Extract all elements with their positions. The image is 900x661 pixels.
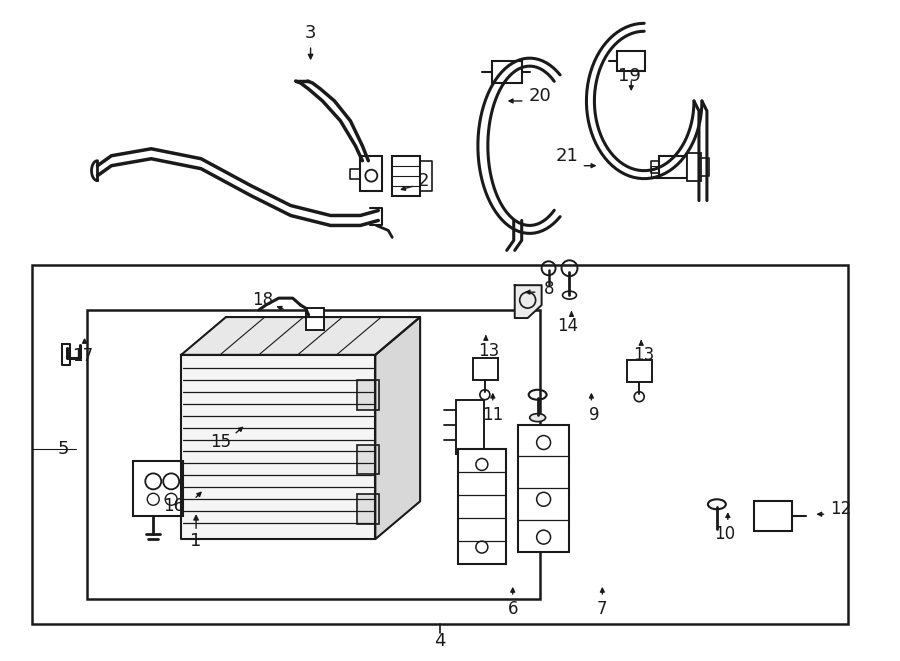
Bar <box>456 400 484 455</box>
Text: 5: 5 <box>58 440 69 459</box>
Text: 12: 12 <box>830 500 851 518</box>
Text: 13: 13 <box>478 342 500 360</box>
Text: 19: 19 <box>617 67 641 85</box>
Bar <box>357 380 379 410</box>
Bar <box>32 265 849 624</box>
Bar <box>133 461 183 516</box>
Bar <box>687 153 701 180</box>
Bar <box>86 310 540 599</box>
Text: 15: 15 <box>211 432 231 451</box>
Bar <box>659 156 687 178</box>
Text: 14: 14 <box>557 317 578 335</box>
Text: 18: 18 <box>252 291 274 309</box>
Polygon shape <box>181 355 375 539</box>
Bar <box>753 501 792 531</box>
Polygon shape <box>181 317 420 355</box>
Bar <box>491 61 522 83</box>
Text: 16: 16 <box>164 497 184 516</box>
Bar <box>357 494 379 524</box>
Bar <box>357 444 379 475</box>
Text: 2: 2 <box>418 172 429 190</box>
Bar <box>458 449 506 564</box>
Bar <box>518 424 570 552</box>
Text: 10: 10 <box>715 525 735 543</box>
Text: 1: 1 <box>191 532 202 550</box>
Text: 11: 11 <box>482 406 503 424</box>
Bar <box>392 156 420 196</box>
Bar <box>617 51 645 71</box>
Bar <box>627 360 652 382</box>
Text: 8: 8 <box>544 280 554 298</box>
Polygon shape <box>515 285 542 318</box>
Bar <box>360 156 382 190</box>
Polygon shape <box>375 317 420 539</box>
Text: 9: 9 <box>590 406 599 424</box>
Text: 4: 4 <box>435 632 446 650</box>
Text: 20: 20 <box>528 87 551 105</box>
Ellipse shape <box>530 414 545 422</box>
Text: 6: 6 <box>508 600 518 618</box>
Text: 7: 7 <box>597 600 608 618</box>
Text: 21: 21 <box>556 147 579 165</box>
Text: 3: 3 <box>305 24 316 42</box>
Bar <box>472 358 498 380</box>
Bar <box>306 308 323 330</box>
Text: 13: 13 <box>634 346 655 364</box>
Text: 17: 17 <box>72 347 93 365</box>
